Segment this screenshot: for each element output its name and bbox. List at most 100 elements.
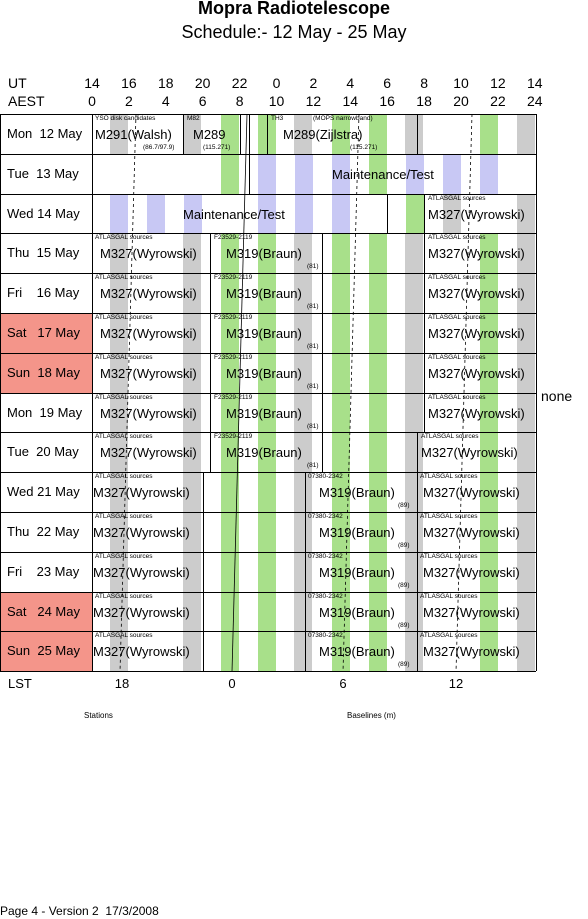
block-sub: (81) xyxy=(307,422,319,430)
lst-band xyxy=(406,153,424,194)
lst-band xyxy=(369,233,387,274)
lst-band xyxy=(110,631,128,672)
block-note: F23529-2119 xyxy=(214,353,253,361)
block-big: M289 xyxy=(193,127,226,142)
day-cell: Mon 12 May xyxy=(0,114,93,154)
lst-band xyxy=(480,114,498,154)
lst-band xyxy=(480,273,498,313)
lst-band xyxy=(369,273,387,313)
block-sub: (81) xyxy=(307,303,319,311)
block-big: M327(Wyrowski) xyxy=(100,286,197,302)
day-label: Sat 24 May xyxy=(7,603,80,619)
block-note: YSO disk candidates xyxy=(95,115,156,122)
day-cell: Thu 22 May xyxy=(0,512,93,552)
block-note: ATLASGAL sources xyxy=(95,592,153,600)
block-note: ATLASGAL sources xyxy=(95,632,153,640)
block-separator xyxy=(249,153,250,194)
lst-band xyxy=(221,153,239,194)
lst-band xyxy=(295,193,313,234)
block-note: ATLASGAL sources xyxy=(95,433,153,441)
block-sub: (81) xyxy=(307,343,319,350)
grid-line xyxy=(0,114,536,115)
lst-marker-lines xyxy=(119,114,473,672)
lst-band xyxy=(294,392,312,433)
day-row: Fri 23 May xyxy=(0,551,540,592)
lst-band xyxy=(183,313,201,353)
lst-band xyxy=(369,114,387,154)
lst-band xyxy=(517,472,535,512)
block-separator xyxy=(322,273,323,313)
block-separator xyxy=(267,114,268,154)
lst-band xyxy=(183,472,201,512)
lst-band xyxy=(258,392,276,433)
grid-line xyxy=(0,114,1,672)
lst-band xyxy=(332,233,350,274)
lst-band xyxy=(294,233,312,274)
block-big: M327(Wyrowski) xyxy=(93,644,190,660)
lst-band xyxy=(221,512,239,552)
block-sub: (115.271) xyxy=(350,144,378,151)
block-separator xyxy=(203,512,204,552)
day-row: Fri 16 May xyxy=(0,273,540,314)
grid-line xyxy=(92,114,93,672)
block-note: F23529-2119 xyxy=(214,433,253,441)
block-big: M327(Wyrowski) xyxy=(428,405,525,421)
block-sub: (81) xyxy=(307,462,319,470)
block-sub: (115.271) xyxy=(203,144,231,151)
block-note: 07380-2342 xyxy=(308,513,343,520)
lst-band xyxy=(110,352,128,393)
block-big: M327(Wyrowski) xyxy=(421,445,518,461)
aest-tick: 4 xyxy=(161,93,170,109)
day-cell: Wed 21 May xyxy=(0,472,93,513)
block-note: ATLASGAL sources xyxy=(428,274,486,282)
lst-band xyxy=(295,153,313,194)
block-note: ATLASGAL sources xyxy=(428,353,486,361)
block-big: M327(Wyrowski) xyxy=(428,365,525,381)
grid-line xyxy=(0,631,536,633)
lst-band xyxy=(221,233,239,274)
lst-band xyxy=(480,153,498,194)
lst-band xyxy=(406,193,424,234)
block-separator xyxy=(417,591,418,632)
lst-band xyxy=(480,512,498,552)
lst-band xyxy=(405,233,423,274)
block-separator xyxy=(203,591,204,632)
block-big: M291(Walsh) xyxy=(95,127,172,142)
block-note: ATLASGAL sources xyxy=(420,473,478,481)
lst-band xyxy=(294,591,312,632)
lst-band xyxy=(405,273,423,313)
block-note: ATLASGAL sources xyxy=(428,234,486,242)
lst-band xyxy=(258,313,276,353)
lst-band xyxy=(332,551,350,592)
lst-band xyxy=(369,512,387,552)
lst-band xyxy=(332,392,350,433)
lst-tick: 0 xyxy=(228,676,236,691)
aest-label: AEST xyxy=(8,93,45,109)
block-note: ATLASGAL sources xyxy=(95,552,153,560)
lst-band xyxy=(332,591,350,632)
block-separator xyxy=(210,233,211,274)
lst-band xyxy=(480,591,498,632)
aest-tick: 6 xyxy=(198,93,207,109)
lst-band xyxy=(405,551,423,592)
block-separator xyxy=(210,273,211,313)
ut-tick: 14 xyxy=(527,75,543,91)
day-cell: Mon 19 May xyxy=(0,392,93,433)
ut-tick: 22 xyxy=(231,75,248,91)
block-separator xyxy=(424,233,425,274)
day-cell: Fri 23 May xyxy=(0,551,93,592)
block-note: ATLASGAL sources xyxy=(95,513,153,520)
block-big: M327(Wyrowski) xyxy=(93,485,190,501)
page-subtitle: Schedule:- 12 May - 25 May xyxy=(181,22,407,42)
lst-band xyxy=(332,432,350,473)
block-big: M327(Wyrowski) xyxy=(93,525,190,540)
block-separator xyxy=(424,193,425,234)
block-separator xyxy=(210,313,211,353)
lst-band xyxy=(480,432,498,473)
lst-band xyxy=(369,551,387,592)
block-big: M327(Wyrowski) xyxy=(423,564,520,580)
block-note: F23529-2119 xyxy=(214,393,253,401)
block-note: 07380-2342 xyxy=(308,632,343,640)
grid-line xyxy=(0,432,536,434)
day-cell: Tue 13 May xyxy=(0,153,93,194)
